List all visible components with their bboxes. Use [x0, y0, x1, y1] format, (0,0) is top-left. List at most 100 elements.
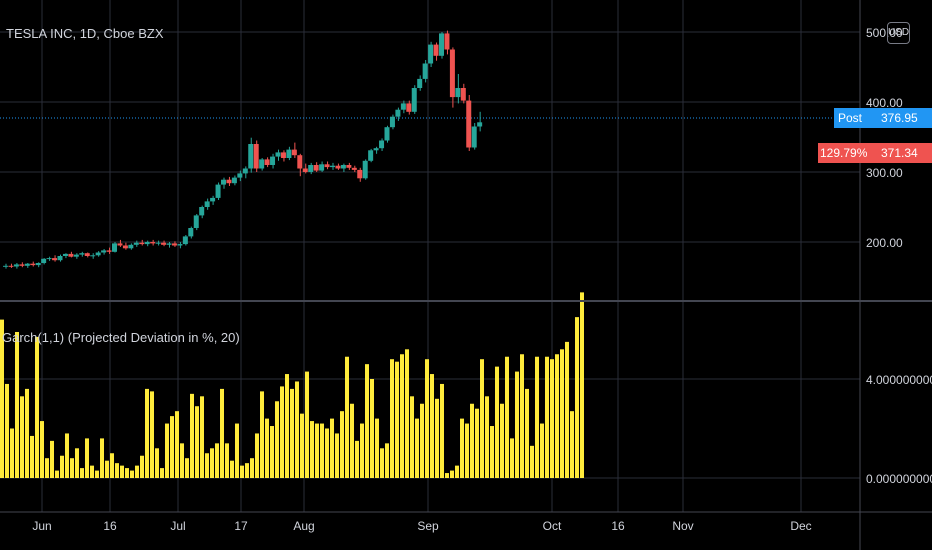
garch-bar [85, 438, 89, 478]
candle-body [193, 215, 199, 228]
garch-bar [260, 391, 264, 478]
candle-body [253, 144, 259, 169]
candle-body [177, 244, 183, 246]
post-value: 376.95 [881, 111, 918, 125]
garch-bar [550, 359, 554, 478]
candle-body [13, 264, 19, 267]
candle-body [188, 228, 194, 237]
garch-bar [55, 470, 59, 478]
currency-button[interactable]: USD [887, 22, 910, 44]
garch-bar [285, 374, 289, 478]
candle-body [313, 165, 319, 171]
garch-bar [365, 364, 369, 478]
indicator-title: Garch(1,1) (Projected Deviation in %, 20… [2, 330, 240, 345]
candle-body [400, 103, 406, 110]
time-tick-label: Nov [672, 519, 693, 533]
garch-bar [335, 433, 339, 478]
garch-bar [255, 433, 259, 478]
last-price-value: 371.34 [881, 146, 918, 160]
candle-body [319, 164, 325, 171]
candle-body [231, 177, 237, 184]
garch-bar [465, 423, 469, 478]
time-tick-label: Jun [32, 519, 51, 533]
candle-body [84, 253, 90, 256]
garch-bar [380, 448, 384, 478]
candle-body [3, 265, 8, 267]
garch-bar [160, 468, 164, 478]
garch-bar [305, 371, 309, 478]
garch-bar [430, 374, 434, 478]
price-tick-label: 400.00 [866, 96, 903, 110]
garch-bar [340, 411, 344, 478]
garch-bar [175, 411, 179, 478]
candle-body [286, 149, 292, 158]
garch-bar [520, 354, 524, 478]
garch-bar [515, 371, 519, 478]
candle-body [95, 252, 101, 256]
garch-bar [345, 356, 349, 478]
garch-bar [205, 453, 209, 478]
garch-bar [240, 465, 244, 478]
garch-bar [200, 396, 204, 478]
candle-body [106, 250, 112, 252]
candle-body [155, 242, 161, 244]
garch-bar [270, 426, 274, 478]
garch-bar [70, 458, 74, 478]
candle-body [411, 88, 417, 112]
garch-bar-series [0, 292, 584, 478]
garch-bar [475, 408, 479, 478]
garch-bar [525, 388, 529, 478]
candle-body [308, 165, 314, 172]
garch-bar [500, 403, 504, 478]
price-tick-label: 500.00 [866, 26, 903, 40]
garch-bar [215, 443, 219, 478]
candle-body [280, 152, 286, 158]
garch-bar [485, 396, 489, 478]
symbol-title: TESLA INC, 1D, Cboe BZX [6, 26, 164, 41]
time-tick-label: 17 [234, 519, 248, 533]
garch-bar [390, 359, 394, 478]
garch-bar [280, 386, 284, 478]
candle-body [330, 165, 335, 168]
garch-bar [565, 341, 569, 478]
candle-body [144, 242, 150, 245]
garch-bar [10, 428, 14, 478]
candle-body [122, 245, 128, 249]
garch-bar [100, 438, 104, 478]
candle-body [150, 242, 156, 244]
garch-bar [545, 356, 549, 478]
garch-bar [150, 391, 154, 478]
candle-body [237, 173, 243, 178]
candlestick-series [3, 30, 483, 269]
last-price-tag: 371.34 [876, 143, 932, 163]
garch-bar [350, 403, 354, 478]
candle-body [210, 197, 216, 202]
garch-bar [185, 458, 189, 478]
candle-body [68, 253, 74, 257]
garch-bar [115, 463, 119, 478]
garch-bar [25, 388, 29, 478]
candle-body [379, 140, 385, 149]
garch-bar [95, 470, 99, 478]
garch-bar [410, 396, 414, 478]
time-tick-label: 16 [611, 519, 625, 533]
candle-body [204, 201, 210, 207]
time-tick-label: Sep [417, 519, 439, 533]
garch-bar [325, 428, 329, 478]
time-tick-label: Aug [293, 519, 314, 533]
candle-body [275, 152, 281, 157]
garch-bar [75, 448, 79, 478]
candle-body [291, 149, 297, 156]
candle-body [41, 258, 47, 263]
candle-body [171, 243, 177, 246]
candle-body [335, 165, 341, 169]
time-tick-label: 16 [103, 519, 117, 533]
garch-bar [170, 416, 174, 478]
garch-bar [375, 418, 379, 478]
garch-bar [45, 458, 49, 478]
candle-body [444, 33, 450, 50]
candle-body [428, 44, 434, 64]
garch-bar [495, 366, 499, 478]
candle-body [302, 168, 308, 172]
